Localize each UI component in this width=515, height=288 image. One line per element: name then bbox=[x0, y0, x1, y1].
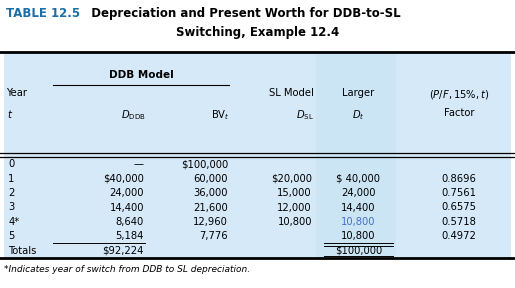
Text: 14,400: 14,400 bbox=[109, 202, 144, 213]
Text: 2: 2 bbox=[8, 188, 14, 198]
Text: Switching, Example 12.4: Switching, Example 12.4 bbox=[176, 26, 339, 39]
Text: 0.6575: 0.6575 bbox=[441, 202, 476, 213]
Text: $ 40,000: $ 40,000 bbox=[336, 174, 381, 184]
Text: $D_\mathrm{SL}$: $D_\mathrm{SL}$ bbox=[296, 108, 314, 122]
Text: $(P/F,15\%,t)$: $(P/F,15\%,t)$ bbox=[428, 88, 489, 101]
Text: TABLE 12.5: TABLE 12.5 bbox=[6, 7, 80, 20]
Text: Depreciation and Present Worth for DDB-to-SL: Depreciation and Present Worth for DDB-t… bbox=[83, 7, 401, 20]
Text: 0.4972: 0.4972 bbox=[441, 231, 476, 241]
Text: 3: 3 bbox=[8, 202, 14, 213]
Text: $40,000: $40,000 bbox=[103, 174, 144, 184]
Text: 12,000: 12,000 bbox=[277, 202, 312, 213]
Text: 0.8696: 0.8696 bbox=[441, 174, 476, 184]
Text: 10,800: 10,800 bbox=[341, 217, 376, 227]
Text: 15,000: 15,000 bbox=[277, 188, 312, 198]
Text: $20,000: $20,000 bbox=[271, 174, 312, 184]
Text: $100,000: $100,000 bbox=[335, 246, 382, 256]
Text: Larger: Larger bbox=[342, 88, 374, 98]
Text: $100,000: $100,000 bbox=[181, 159, 228, 169]
Text: 0: 0 bbox=[8, 159, 14, 169]
Text: 0.7561: 0.7561 bbox=[441, 188, 476, 198]
Text: 12,960: 12,960 bbox=[193, 217, 228, 227]
Text: 8,640: 8,640 bbox=[116, 217, 144, 227]
Text: Factor: Factor bbox=[444, 108, 474, 118]
Text: Totals: Totals bbox=[8, 246, 37, 256]
Text: 24,000: 24,000 bbox=[109, 188, 144, 198]
Text: *Indicates year of switch from DDB to SL depreciation.: *Indicates year of switch from DDB to SL… bbox=[4, 265, 250, 274]
Text: 5: 5 bbox=[8, 231, 14, 241]
Bar bbox=[4, 52, 511, 258]
Text: DDB Model: DDB Model bbox=[109, 70, 174, 80]
Text: $D_\mathrm{DDB}$: $D_\mathrm{DDB}$ bbox=[121, 108, 145, 122]
Text: $92,224: $92,224 bbox=[102, 246, 144, 256]
Text: 24,000: 24,000 bbox=[341, 188, 376, 198]
Text: $\mathrm{BV}_t$: $\mathrm{BV}_t$ bbox=[211, 108, 229, 122]
Text: 10,800: 10,800 bbox=[278, 217, 312, 227]
Text: $t$: $t$ bbox=[7, 108, 13, 120]
Text: 5,184: 5,184 bbox=[115, 231, 144, 241]
Bar bbox=[316, 52, 396, 258]
Text: $D_t$: $D_t$ bbox=[352, 108, 365, 122]
Text: 1: 1 bbox=[8, 174, 14, 184]
Text: Year: Year bbox=[7, 88, 28, 98]
Text: 10,800: 10,800 bbox=[341, 231, 376, 241]
Text: 0.5718: 0.5718 bbox=[441, 217, 476, 227]
Text: 4*: 4* bbox=[8, 217, 20, 227]
Text: 60,000: 60,000 bbox=[193, 174, 228, 184]
Text: 14,400: 14,400 bbox=[341, 202, 376, 213]
Text: SL Model: SL Model bbox=[268, 88, 314, 98]
Text: 36,000: 36,000 bbox=[193, 188, 228, 198]
Text: —: — bbox=[134, 159, 144, 169]
Text: 21,600: 21,600 bbox=[193, 202, 228, 213]
Text: 7,776: 7,776 bbox=[199, 231, 228, 241]
